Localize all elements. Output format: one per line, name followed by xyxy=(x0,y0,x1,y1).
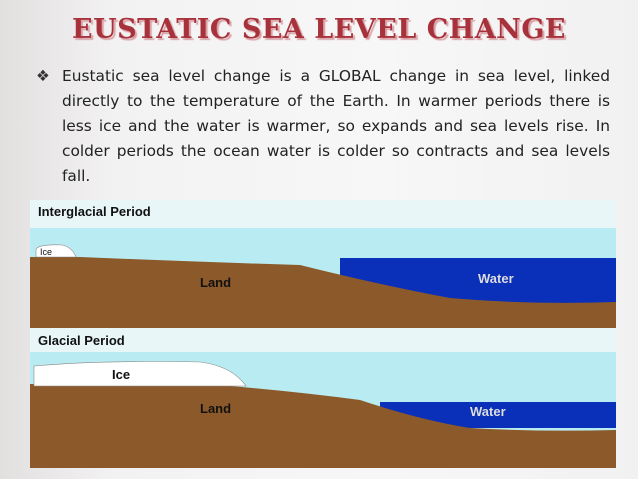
land-label: Land xyxy=(200,401,231,416)
water-label: Water xyxy=(470,404,506,419)
bullet-body: Eustatic sea level change is a GLOBAL ch… xyxy=(62,67,610,185)
water-label: Water xyxy=(478,271,514,286)
ice-sheet xyxy=(35,244,77,258)
ice-sheet xyxy=(33,361,247,387)
panel-title: Glacial Period xyxy=(38,333,125,348)
bullet-text: ❖ Eustatic sea level change is a GLOBAL … xyxy=(36,64,610,189)
panel-title: Interglacial Period xyxy=(38,204,151,219)
land xyxy=(30,384,616,468)
land-label: Land xyxy=(200,275,231,290)
slide-title: EUSTATIC SEA LEVEL CHANGE xyxy=(72,14,566,45)
bullet-icon: ❖ xyxy=(36,67,50,85)
land xyxy=(30,257,616,328)
ice-label: Ice xyxy=(40,247,52,257)
ice-label: Ice xyxy=(112,367,130,382)
